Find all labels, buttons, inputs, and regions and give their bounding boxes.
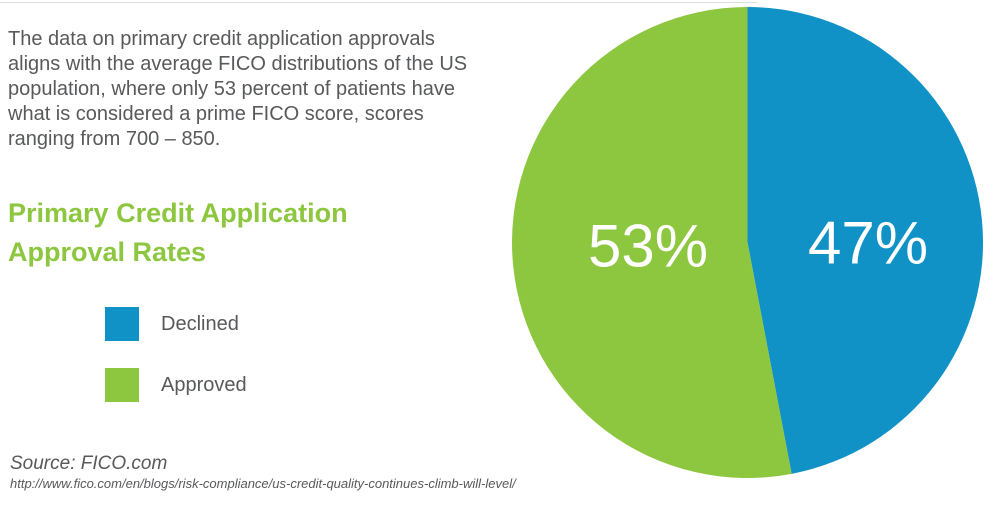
legend: Declined Approved — [105, 307, 247, 402]
intro-line: what is considered a prime FICO score, s… — [8, 103, 424, 125]
legend-label-approved: Approved — [161, 373, 247, 396]
chart-title-line-1: Primary Credit Application — [8, 198, 348, 228]
chart-title: Primary Credit Application Approval Rate… — [8, 194, 348, 272]
source-label: Source: FICO.com — [10, 453, 168, 474]
legend-label-declined: Declined — [161, 312, 239, 335]
intro-line: aligns with the average FICO distributio… — [8, 53, 468, 75]
legend-item-approved: Approved — [105, 368, 247, 402]
source-block: Source: FICO.com http://www.fico.com/en/… — [10, 452, 516, 492]
chart-title-line-2: Approval Rates — [8, 237, 207, 267]
intro-line: population, where only 53 percent of pat… — [8, 78, 455, 100]
pie-label-approved: 53% — [587, 212, 709, 280]
pie-chart: 47% 53% — [512, 7, 983, 478]
legend-item-declined: Declined — [105, 307, 247, 341]
pie-label-declined: 47% — [807, 209, 929, 277]
pie-slice-approved — [512, 7, 792, 478]
approved-color-swatch — [105, 368, 139, 402]
pie-slice-declined — [747, 7, 983, 474]
pie-svg — [512, 7, 983, 478]
declined-color-swatch — [105, 307, 139, 341]
intro-paragraph: The data on primary credit application a… — [8, 27, 467, 152]
intro-line: The data on primary credit application a… — [8, 28, 435, 50]
source-url: http://www.fico.com/en/blogs/risk-compli… — [10, 476, 516, 491]
top-divider-line — [0, 2, 757, 3]
intro-line: ranging from 700 – 850. — [8, 128, 221, 150]
